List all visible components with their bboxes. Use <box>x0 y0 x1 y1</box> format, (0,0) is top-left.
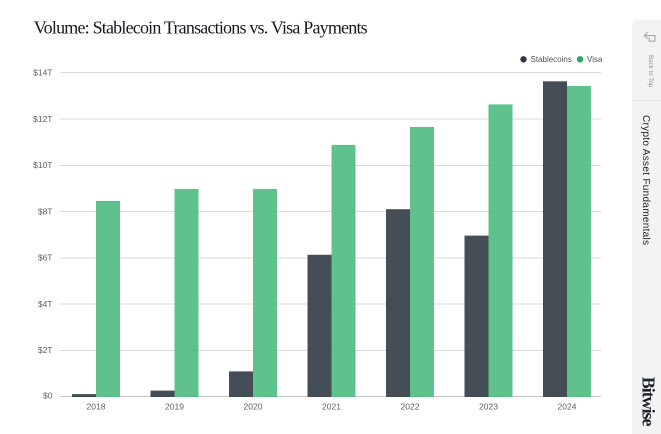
svg-text:2018: 2018 <box>87 401 106 411</box>
svg-text:$6T: $6T <box>38 253 53 263</box>
svg-text:2022: 2022 <box>401 401 420 411</box>
svg-text:$10T: $10T <box>33 160 52 170</box>
svg-text:2020: 2020 <box>244 401 263 411</box>
svg-text:$8T: $8T <box>38 206 53 216</box>
svg-text:$14T: $14T <box>33 68 52 78</box>
svg-text:Stablecoins: Stablecoins <box>531 55 572 64</box>
svg-text:Bitwise: Bitwise <box>639 377 659 427</box>
svg-text:$0: $0 <box>43 390 53 400</box>
svg-text:Back to Top: Back to Top <box>647 55 654 88</box>
svg-text:2023: 2023 <box>479 401 498 411</box>
svg-text:Visa: Visa <box>587 55 603 64</box>
svg-text:$12T: $12T <box>33 114 52 124</box>
svg-text:$4T: $4T <box>38 299 53 309</box>
svg-text:2019: 2019 <box>165 401 184 411</box>
svg-text:2024: 2024 <box>558 401 577 411</box>
svg-text:Volume: Stablecoin Transaction: Volume: Stablecoin Transactions vs. Visa… <box>34 17 368 37</box>
svg-text:2021: 2021 <box>322 401 341 411</box>
svg-text:$2T: $2T <box>38 345 53 355</box>
svg-text:Crypto Asset Fundamentals: Crypto Asset Fundamentals <box>640 115 651 245</box>
